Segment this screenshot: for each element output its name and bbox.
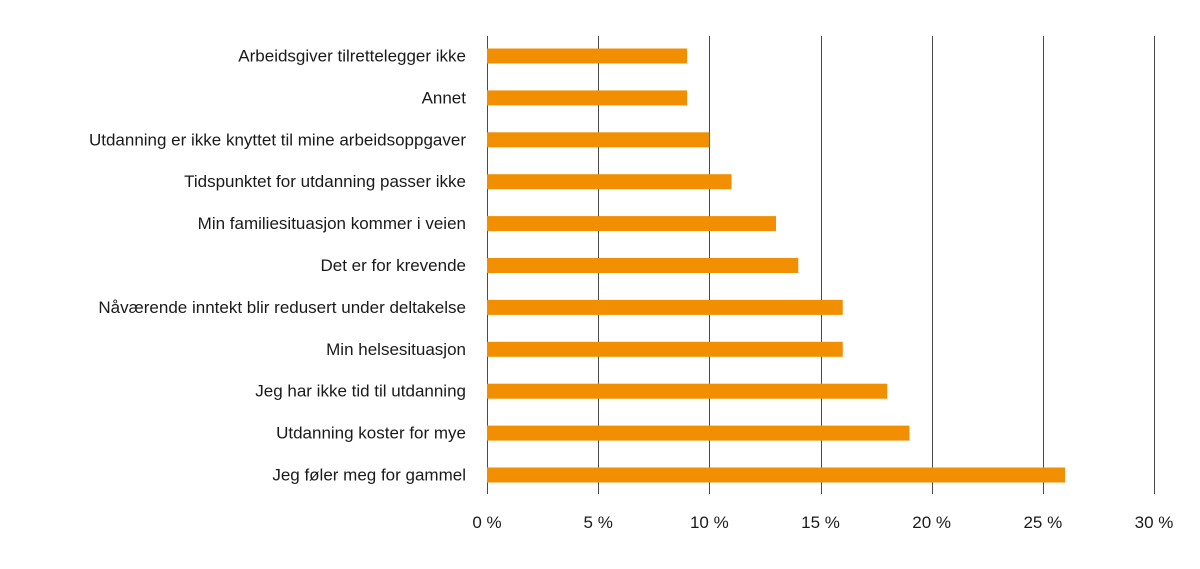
- x-tick-label: 15 %: [801, 513, 840, 532]
- bars: [487, 48, 1066, 483]
- category-label: Annet: [422, 88, 467, 107]
- category-label: Jeg føler meg for gammel: [272, 466, 466, 485]
- bar: [487, 48, 688, 64]
- category-label: Utdanning koster for mye: [276, 424, 466, 443]
- x-tick-labels: 0 % 5 % 10 % 15 % 20 % 25 % 30 %: [472, 513, 1173, 532]
- bar: [487, 425, 910, 441]
- category-label: Det er for krevende: [320, 256, 466, 275]
- category-label: Utdanning er ikke knyttet til mine arbei…: [89, 130, 466, 149]
- category-label: Min familiesituasjon kommer i veien: [198, 214, 466, 233]
- category-label: Arbeidsgiver tilrettelegger ikke: [238, 47, 466, 66]
- bar: [487, 299, 843, 315]
- x-tick-label: 10 %: [690, 513, 729, 532]
- bar: [487, 383, 888, 399]
- x-tick-label: 25 %: [1023, 513, 1062, 532]
- category-label: Tidspunktet for utdanning passer ikke: [184, 172, 466, 191]
- x-tick-label: 5 %: [584, 513, 613, 532]
- category-label: Jeg har ikke tid til utdanning: [255, 382, 466, 401]
- bar: [487, 216, 777, 232]
- bar: [487, 258, 799, 273]
- category-label: Nåværende inntekt blir redusert under de…: [98, 298, 466, 317]
- category-label: Min helsesituasjon: [326, 340, 466, 359]
- bar: [487, 341, 843, 357]
- bar: [487, 467, 1066, 483]
- bar: [487, 132, 710, 148]
- x-tick-label: 0 %: [472, 513, 501, 532]
- x-tick-label: 30 %: [1135, 513, 1174, 532]
- category-labels: Arbeidsgiver tilrettelegger ikke Annet Utd…: [89, 47, 466, 485]
- bar: [487, 174, 732, 190]
- bar: [487, 90, 688, 106]
- x-tick-label: 20 %: [912, 513, 951, 532]
